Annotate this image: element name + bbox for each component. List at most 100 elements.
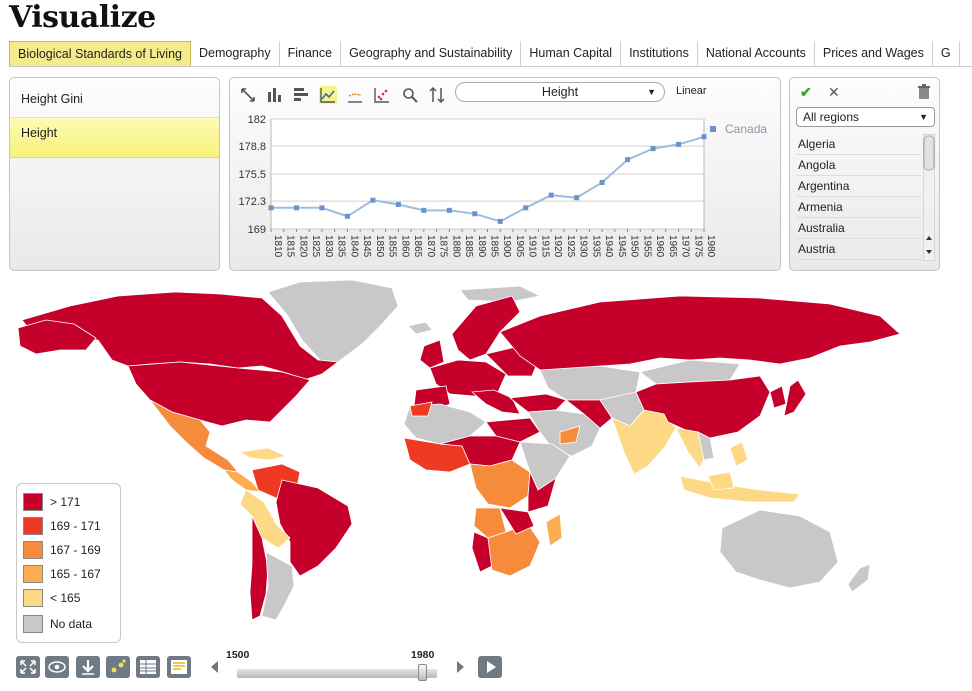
x-tick-label: 1905 xyxy=(514,235,525,258)
list-item[interactable]: Argentina xyxy=(796,176,921,197)
close-icon[interactable]: ✕ xyxy=(828,84,840,100)
eye-icon[interactable] xyxy=(45,656,69,678)
legend-swatch xyxy=(23,589,43,607)
map-region-iceland xyxy=(407,321,433,335)
notes-icon[interactable] xyxy=(167,656,191,678)
data-point xyxy=(548,192,554,198)
tab-national-accounts[interactable]: National Accounts xyxy=(698,41,815,66)
map-region-southern-africa xyxy=(487,523,541,577)
x-tick-label: 1900 xyxy=(501,235,512,258)
map-region-egypt xyxy=(485,417,541,443)
legend-swatch-canada xyxy=(710,126,716,132)
x-tick-label: 1920 xyxy=(552,235,563,258)
tab-demography[interactable]: Demography xyxy=(191,41,280,66)
tab-finance[interactable]: Finance xyxy=(280,41,342,66)
legend-label: > 171 xyxy=(50,495,81,509)
area-icon[interactable] xyxy=(346,86,364,104)
map-region-indonesia xyxy=(679,475,801,503)
list-item[interactable]: Austria xyxy=(796,239,921,260)
map-region-italy-balkans xyxy=(471,389,521,415)
list-item[interactable]: Angola xyxy=(796,155,921,176)
chevron-down-icon: ▼ xyxy=(647,87,656,97)
indicator-item-height[interactable]: Height xyxy=(10,118,219,158)
series-line-canada xyxy=(271,135,705,223)
country-scrollbar[interactable] xyxy=(923,134,935,261)
map-region-australia xyxy=(719,509,839,589)
legend-label: 169 - 171 xyxy=(50,519,101,533)
category-tabs: Biological Standards of Living Demography… xyxy=(9,41,972,67)
world-map[interactable] xyxy=(0,276,972,646)
download-icon[interactable] xyxy=(76,656,100,678)
x-tick-label: 1945 xyxy=(616,235,627,258)
data-point xyxy=(676,141,682,147)
legend-label: 165 - 167 xyxy=(50,567,101,581)
map-region-central-africa xyxy=(469,459,531,509)
list-item[interactable]: Armenia xyxy=(796,197,921,218)
step-forward-icon[interactable] xyxy=(456,660,466,674)
timeline-start-label: 1500 xyxy=(226,649,250,661)
x-tick-label: 1890 xyxy=(476,235,487,258)
data-point xyxy=(421,207,427,213)
legend-label-canada: Canada xyxy=(725,122,768,136)
data-point xyxy=(574,195,580,201)
x-tick-label: 1885 xyxy=(463,235,474,258)
sort-icon[interactable] xyxy=(428,86,446,104)
legend-swatch xyxy=(23,615,43,633)
data-point xyxy=(472,211,478,217)
region-select-value: All regions xyxy=(803,110,860,124)
chart-panel: Height ▼ Linear 169 172.3 175.5 178.8 182 181… xyxy=(229,77,781,271)
map-region-india xyxy=(611,409,677,475)
scale-toggle[interactable]: Linear xyxy=(676,85,707,97)
play-icon[interactable] xyxy=(478,656,502,678)
tab-prices-wages[interactable]: Prices and Wages xyxy=(815,41,933,66)
zoom-icon[interactable] xyxy=(401,86,419,104)
timeline-end-label: 1980 xyxy=(411,649,435,661)
data-point xyxy=(268,205,274,211)
tab-biological-standards[interactable]: Biological Standards of Living xyxy=(9,41,191,66)
scatter-settings-icon[interactable] xyxy=(106,656,130,678)
page-title: Visualize xyxy=(9,0,156,35)
indicator-item-height-gini[interactable]: Height Gini xyxy=(10,78,219,118)
x-tick-label: 1910 xyxy=(527,235,538,258)
legend-swatch xyxy=(23,541,43,559)
tab-human-capital[interactable]: Human Capital xyxy=(521,41,622,66)
bar-chart-icon[interactable] xyxy=(265,86,283,104)
step-back-icon[interactable] xyxy=(209,660,219,674)
legend-swatch xyxy=(23,493,43,511)
x-tick-label: 1955 xyxy=(641,235,652,258)
x-tick-label: 1880 xyxy=(450,235,461,258)
fullscreen-icon[interactable] xyxy=(16,656,40,678)
data-point xyxy=(370,197,376,203)
map-region-japan xyxy=(783,379,807,417)
list-item[interactable]: Australia xyxy=(796,218,921,239)
trash-icon[interactable] xyxy=(917,84,931,100)
fit-icon[interactable] xyxy=(239,86,257,104)
tab-more[interactable]: G xyxy=(933,41,960,66)
indicator-select[interactable]: Height ▼ xyxy=(455,82,665,102)
y-tick-label: 175.5 xyxy=(238,169,266,181)
map-region-caribbean xyxy=(238,447,288,461)
x-tick-label: 1935 xyxy=(590,235,601,258)
x-tick-label: 1845 xyxy=(361,235,372,258)
table-icon[interactable] xyxy=(136,656,160,678)
timeline-slider[interactable] xyxy=(237,669,437,678)
scatter-icon[interactable] xyxy=(373,86,391,104)
legend-swatch xyxy=(23,565,43,583)
check-icon[interactable]: ✔ xyxy=(800,84,812,100)
x-tick-label: 1960 xyxy=(654,235,665,258)
tab-geography-sustainability[interactable]: Geography and Sustainability xyxy=(341,41,522,66)
timeline-slider-thumb[interactable] xyxy=(418,664,427,681)
x-tick-label: 1950 xyxy=(629,235,640,258)
map-region-central-america xyxy=(223,469,261,493)
horizontal-bar-icon[interactable] xyxy=(292,86,310,104)
list-item[interactable]: Algeria xyxy=(796,134,921,155)
region-select[interactable]: All regions ▼ xyxy=(796,107,935,127)
line-chart-icon[interactable] xyxy=(319,86,337,104)
map-region-greenland xyxy=(267,279,399,363)
data-point xyxy=(395,201,401,207)
map-region-arctic-islands xyxy=(459,285,542,303)
tab-institutions[interactable]: Institutions xyxy=(621,41,698,66)
map-region-argentina xyxy=(261,551,295,621)
x-tick-label: 1855 xyxy=(387,235,398,258)
